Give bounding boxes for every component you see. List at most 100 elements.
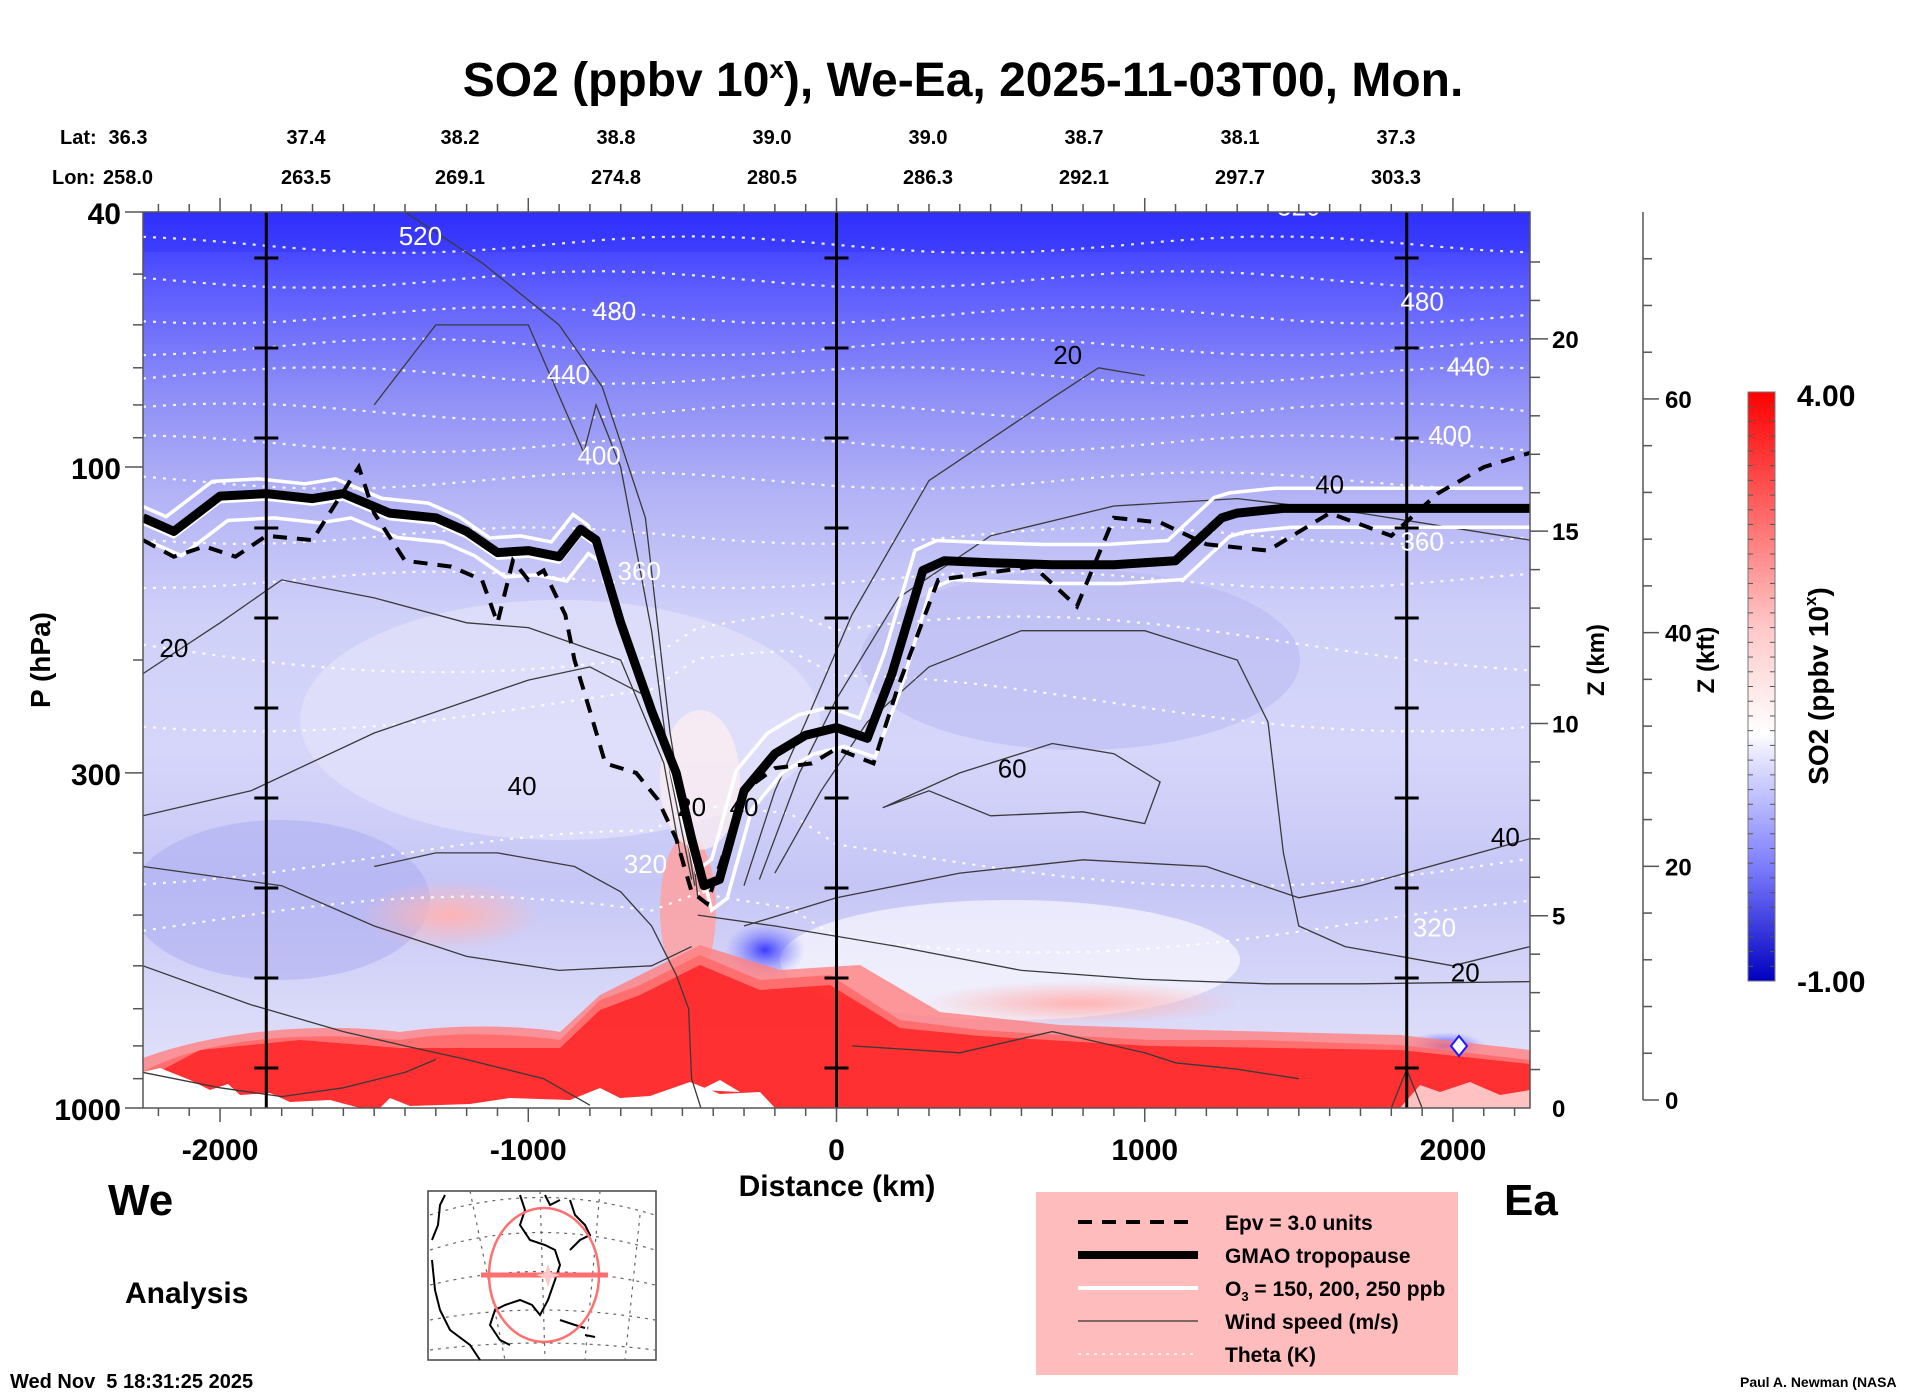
theta-contour-line <box>143 365 1530 385</box>
x-tick-label: 2000 <box>1420 1134 1487 1167</box>
theta-label: 400 <box>577 440 620 470</box>
wind-contour-line <box>882 742 1161 825</box>
wind-contour-line <box>143 1058 437 1098</box>
colorbar-min-label: -1.00 <box>1797 966 1865 999</box>
theta-label: 480 <box>593 296 636 326</box>
theta-label: 440 <box>547 359 590 389</box>
colorbar-max-label: 4.00 <box>1797 380 1855 413</box>
lat-value: 38.1 <box>1221 127 1260 149</box>
epv-contour-line <box>143 450 1530 908</box>
theta-contour-line <box>143 471 1530 490</box>
wind-contour-line <box>774 630 1530 967</box>
wind-label: 40 <box>508 771 537 801</box>
legend: Epv = 3.0 units GMAO tropopause O3 = 150… <box>1036 1192 1458 1375</box>
map-coastline <box>431 1194 596 1361</box>
x-tick-label: -1000 <box>490 1134 567 1167</box>
wind-label: 20 <box>1053 340 1082 370</box>
lat-value: 38.8 <box>597 127 636 149</box>
lat-value: 37.3 <box>1377 127 1416 149</box>
colorbar: 4.00 -1.00 SO2 (ppbv 10x) <box>1747 380 1865 999</box>
wind-label: 40 <box>730 792 759 822</box>
legend-label-ozone: O3 = 150, 200, 250 ppb <box>1225 1278 1445 1304</box>
theta-contour-line <box>143 526 1530 546</box>
map-graticule <box>429 1190 656 1361</box>
zkft-tick-label: 0 <box>1665 1088 1678 1115</box>
theta-contour-line <box>143 235 1530 255</box>
lat-value: 36.3 <box>109 127 148 149</box>
wind-label: 20 <box>1451 958 1480 988</box>
wind-contour-line <box>143 865 692 972</box>
lon-value: 286.3 <box>903 167 953 189</box>
wind-contour-line <box>697 914 1530 985</box>
lat-row-label: Lat: <box>60 127 97 149</box>
contour-labels: 520 520 480 480 440 440 400 400 360 360 320 320 20 40… <box>159 212 1520 988</box>
lon-value: 292.1 <box>1059 167 1109 189</box>
p-tick-label: 100 <box>71 453 121 486</box>
field-boundary-layer-fringe <box>143 945 1530 1080</box>
legend-label-tropopause: GMAO tropopause <box>1225 1245 1411 1268</box>
axes: -2000 -1000 0 1000 2000 40 100 300 1000 0 5 10 15 20 0… <box>54 198 1692 1167</box>
theta-label: 360 <box>1400 527 1443 557</box>
zkft-tick-label: 40 <box>1665 621 1692 648</box>
x-tick-label: -2000 <box>182 1134 259 1167</box>
zkft-tick-label: 20 <box>1665 854 1692 881</box>
wind-contour-line <box>743 838 1530 927</box>
wind-label: 40 <box>1491 822 1520 852</box>
wind-contour-line <box>404 212 696 886</box>
lon-value: 280.5 <box>747 167 797 189</box>
lon-value: 274.8 <box>591 167 641 189</box>
zkm-tick-label: 0 <box>1552 1096 1565 1123</box>
theta-label: 520 <box>399 221 442 251</box>
zkm-tick-label: 20 <box>1552 327 1579 354</box>
lat-value: 38.2 <box>441 127 480 149</box>
wind-label: 40 <box>1315 470 1344 500</box>
p-tick-label: 1000 <box>54 1094 121 1127</box>
p-tick-label: 40 <box>88 198 121 231</box>
theta-label: 360 <box>618 556 661 586</box>
station-diamond-marker <box>1449 1034 1469 1058</box>
theta-contour-line <box>143 611 1530 674</box>
theta-label: 440 <box>1447 352 1490 382</box>
so2-field: 520 520 480 480 440 440 400 400 360 360 320 320 20 40… <box>143 212 1530 1108</box>
wind-contour-line <box>851 1030 1299 1080</box>
map-center-star <box>536 1264 560 1287</box>
field-red-plume <box>920 981 1240 1025</box>
credit: Paul A. Newman (NASA <box>1740 1374 1897 1390</box>
theta-contour-line <box>143 434 1530 454</box>
lon-value: 269.1 <box>435 167 485 189</box>
wind-label: 20 <box>677 792 706 822</box>
theta-contour-line <box>143 305 1530 325</box>
analysis-label: Analysis <box>125 1277 248 1310</box>
zkm-tick-label: 15 <box>1552 519 1579 546</box>
theta-label: 480 <box>1400 287 1443 317</box>
legend-label-wind: Wind speed (m/s) <box>1225 1311 1399 1334</box>
field-darker-region <box>143 820 430 980</box>
lat-value: 38.7 <box>1065 127 1104 149</box>
field-darker-region <box>860 570 1300 750</box>
wind-label: 20 <box>159 633 188 663</box>
theta-label: 320 <box>624 849 667 879</box>
x-axis-title: Distance (km) <box>739 1170 936 1203</box>
lon-row-label: Lon: <box>52 167 95 189</box>
theta-contour-line <box>143 337 1530 357</box>
lon-value: 258.0 <box>103 167 153 189</box>
x-tick-label: 0 <box>828 1134 845 1167</box>
wind-label: 60 <box>998 753 1027 783</box>
zkm-tick-label: 10 <box>1552 711 1579 738</box>
theta-contour-line <box>143 402 1530 422</box>
ozone-contour-line <box>149 516 1530 914</box>
wind-contour-line <box>143 965 591 1106</box>
wind-contour-line <box>373 324 693 880</box>
y-axis-title: P (hPa) <box>25 612 56 708</box>
timestamp: Wed Nov 5 18:31:25 2025 <box>10 1371 253 1393</box>
wind-speed-contours <box>143 212 1530 1108</box>
lat-value: 39.0 <box>909 127 948 149</box>
lat-value: 39.0 <box>753 127 792 149</box>
theta-contour-line <box>143 570 1530 590</box>
field-red-plume <box>360 880 540 950</box>
west-label: We <box>108 1176 173 1225</box>
epv-contour <box>143 450 1530 908</box>
x-tick-label: 1000 <box>1111 1134 1178 1167</box>
legend-label-epv: Epv = 3.0 units <box>1225 1212 1373 1235</box>
